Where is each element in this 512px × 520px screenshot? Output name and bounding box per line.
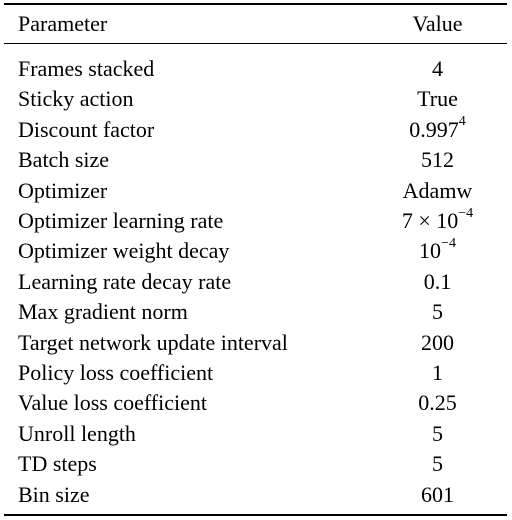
- parameter-value: 10: [419, 238, 442, 264]
- parameter-name: Optimizer learning rate: [18, 208, 224, 234]
- parameter-value: 5: [432, 451, 443, 477]
- parameter-value-cell: 7 × 10−4: [368, 206, 507, 236]
- parameter-value-exponent: −4: [458, 205, 474, 221]
- header-value: Value: [412, 11, 463, 36]
- parameter-name: Value loss coefficient: [18, 390, 207, 416]
- parameter-value: 1: [432, 360, 443, 386]
- parameter-value: 0.997: [409, 116, 459, 142]
- parameter-value: True: [417, 86, 458, 112]
- parameter-value-cell: 601: [368, 480, 507, 510]
- table-row: Optimizer Adamw: [4, 176, 507, 206]
- header-parameter: Parameter: [18, 11, 108, 36]
- parameter-value: 601: [421, 481, 454, 507]
- parameter-name: Optimizer weight decay: [18, 238, 230, 264]
- hyperparameter-table: Parameter Value Frames stacked 4 Sticky ac…: [4, 3, 507, 517]
- parameter-value-cell: 512: [368, 145, 507, 175]
- parameter-name: Bin size: [18, 481, 90, 507]
- table-row: Value loss coefficient 0.25: [4, 388, 507, 418]
- table-row: Optimizer weight decay 10−4: [4, 236, 507, 266]
- parameter-name: Learning rate decay rate: [18, 268, 232, 294]
- parameter-table-body: Frames stacked 4 Sticky action True Discount…: [4, 44, 507, 514]
- table-row: Max gradient norm 5: [4, 297, 507, 327]
- parameter-value-cell: 200: [368, 328, 507, 358]
- parameter-value-exponent: 4: [458, 114, 466, 130]
- parameter-name: Unroll length: [18, 420, 136, 446]
- parameter-value-cell: 1: [368, 358, 507, 388]
- parameter-name: Sticky action: [18, 86, 134, 112]
- table-row: Sticky action True: [4, 84, 507, 114]
- parameter-value: 512: [421, 147, 454, 173]
- parameter-name: Max gradient norm: [18, 299, 188, 325]
- parameter-name: Target network update interval: [18, 329, 288, 355]
- parameter-table: Parameter Value: [4, 5, 507, 43]
- parameter-value-cell: 5: [368, 449, 507, 479]
- header-row: Parameter Value: [4, 5, 507, 43]
- parameter-value: 0.25: [418, 390, 457, 416]
- parameter-value-exponent: −4: [441, 236, 456, 252]
- parameter-value: 4: [432, 56, 443, 81]
- parameter-value-cell: Adamw: [368, 176, 507, 206]
- parameter-value: 200: [421, 329, 454, 355]
- parameter-value: 0.1: [423, 268, 452, 294]
- parameter-value-cell: 5: [368, 419, 507, 449]
- parameter-value-cell: 0.9974: [368, 115, 507, 145]
- table-row: TD steps 5: [4, 449, 507, 479]
- parameter-name: Discount factor: [18, 116, 155, 142]
- table-row: Policy loss coefficient 1: [4, 358, 507, 388]
- parameter-name: Optimizer: [18, 177, 108, 203]
- parameter-name: Frames stacked: [18, 56, 155, 81]
- table-row: Batch size 512: [4, 145, 507, 175]
- parameter-value: 5: [432, 299, 443, 325]
- parameter-value-cell: True: [368, 84, 507, 114]
- parameter-name: Policy loss coefficient: [18, 360, 214, 386]
- table-row: Unroll length 5: [4, 419, 507, 449]
- table-row: Frames stacked 4: [4, 54, 507, 84]
- table-row: Bin size 601: [4, 480, 507, 510]
- table-row: Learning rate decay rate 0.1: [4, 267, 507, 297]
- table-row: Optimizer learning rate 7 × 10−4: [4, 206, 507, 236]
- table-row: Target network update interval 200: [4, 328, 507, 358]
- bottom-rule: [4, 514, 507, 517]
- parameter-value: 5: [432, 420, 443, 446]
- parameter-value-cell: 0.1: [368, 267, 507, 297]
- table-row: Discount factor 0.9974: [4, 115, 507, 145]
- parameter-name: Batch size: [18, 147, 110, 173]
- top-rule: [4, 3, 507, 5]
- parameter-value: 7 × 10: [401, 208, 459, 234]
- parameter-value-cell: 4: [368, 54, 507, 84]
- parameter-name: TD steps: [18, 451, 97, 477]
- parameter-value: Adamw: [402, 177, 473, 203]
- parameter-value-cell: 5: [368, 297, 507, 327]
- parameter-value-cell: 0.25: [368, 388, 507, 418]
- parameter-value-cell: 10−4: [368, 236, 507, 266]
- mid-rule: [4, 43, 507, 44]
